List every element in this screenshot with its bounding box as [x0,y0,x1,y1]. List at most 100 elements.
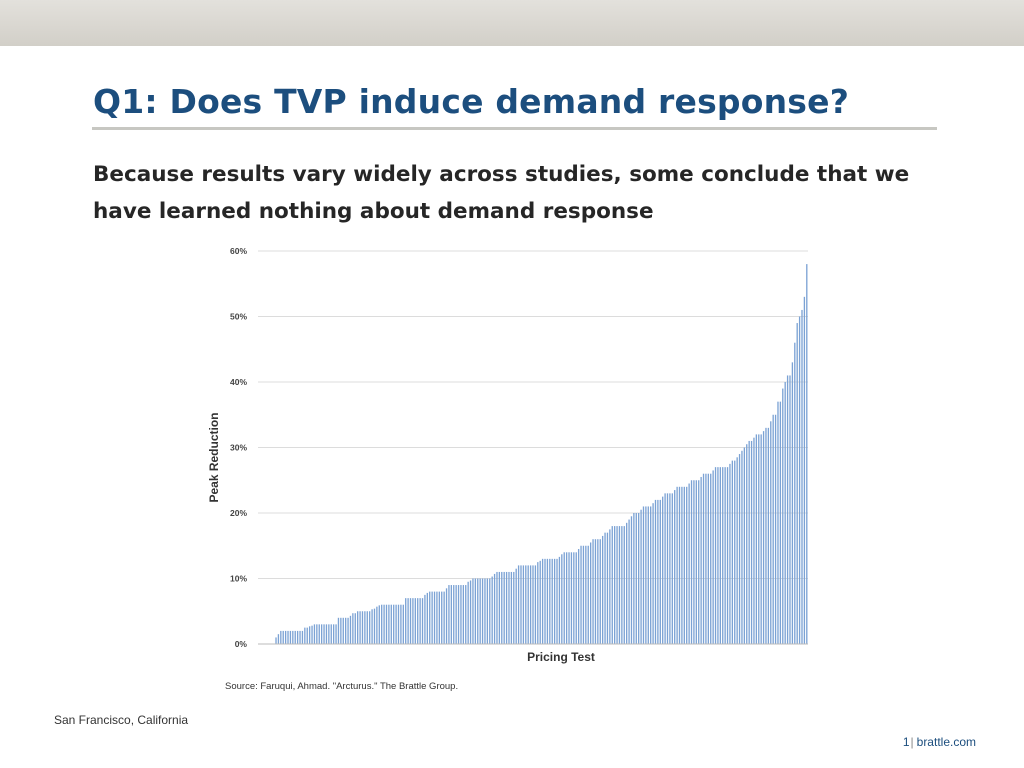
bar [369,611,371,644]
bar [289,630,292,644]
bar [594,539,597,644]
bar [734,460,736,644]
x-axis-label: Pricing Test [527,650,595,664]
bar [409,598,412,644]
bar [424,594,426,644]
bar [313,624,316,644]
bar [529,565,532,644]
bar [450,585,453,644]
bar [493,573,496,644]
bar [544,558,546,644]
bar [448,585,450,644]
bar [719,467,721,644]
bar [575,552,577,644]
bar [393,604,395,644]
bar [707,473,709,644]
bar [438,591,440,644]
bar [342,617,344,644]
bar [349,615,352,644]
bar [698,480,700,644]
bar [577,549,580,644]
bar [400,604,402,644]
bar [280,630,282,644]
bar [527,565,529,644]
bar [786,375,789,644]
bar [678,486,681,644]
bar [638,513,640,644]
bar [563,552,565,644]
bar [724,467,726,644]
bar [556,558,558,644]
bar [664,493,666,644]
bar [626,522,628,644]
bar [561,554,563,644]
bar [299,630,301,644]
bar [383,604,385,644]
chart-svg: 0% 10% 20% 30% 40% 50% 60% Peak Reduction Pric… [207,246,808,692]
bar [546,558,549,644]
bar [275,637,277,644]
bar [573,552,575,644]
bar [308,626,311,644]
bar [731,460,734,644]
bar [642,506,645,644]
bar [702,473,705,644]
bar [628,519,630,644]
bar [640,509,642,644]
bar [306,627,308,644]
bar [750,440,753,644]
bar [753,437,755,644]
bar [520,565,522,644]
bar [770,421,772,644]
bar [676,486,678,644]
page-number: 1 [902,735,910,749]
bar [609,529,611,644]
bar [337,617,340,644]
bar [779,401,782,644]
slide-title: Q1: Does TVP induce demand response? [93,82,850,121]
bar [508,571,510,644]
bar [496,571,498,644]
bar [565,552,568,644]
bar [604,532,606,644]
bar [417,598,419,644]
bar [405,598,407,644]
bar [681,486,683,644]
bar [798,316,801,644]
y-tick-label: 50% [230,312,247,322]
bar [284,630,287,644]
bar [426,592,428,644]
bar [443,591,445,644]
bar [441,591,443,644]
bar [412,598,414,644]
bar [736,457,738,644]
bar [693,480,695,644]
y-axis-label: Peak Reduction [207,412,221,502]
bar [347,617,349,644]
bar [445,588,448,644]
chart-bars [275,264,808,644]
bar [364,611,366,644]
bar [582,545,585,644]
bar [796,323,798,644]
bar [746,444,748,644]
bar [431,591,433,644]
y-tick-label: 10% [230,574,247,584]
chart-source-note: Source: Faruqui, Ahmad. "Arcturus." The … [225,681,458,692]
bar [491,576,493,644]
bar [645,506,647,644]
bar [537,562,539,644]
bar [525,565,527,644]
bar [371,609,373,644]
bar [654,499,657,644]
bar [366,611,368,644]
title-underline [92,127,937,130]
bar [332,624,335,644]
bar [669,493,671,644]
footer-page-info: 1| brattle.com [903,735,976,749]
bar [277,634,280,644]
bar [287,630,289,644]
bar [686,486,688,644]
website-link[interactable]: brattle.com [916,735,976,749]
bar [477,578,479,644]
